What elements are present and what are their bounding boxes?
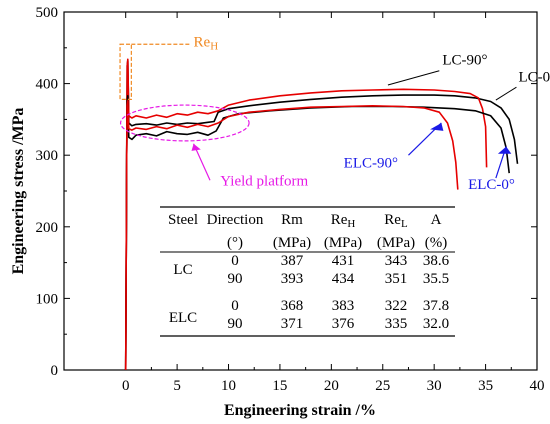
x-tick-label: 10 [221, 378, 236, 394]
table-cell-steel: LC [173, 262, 192, 278]
table-cell: 351 [385, 271, 408, 287]
table-cell: 335 [385, 316, 408, 332]
y-tick-label: 500 [36, 5, 59, 21]
table-cell: 90 [228, 316, 243, 332]
elc-90-label: ELC-90° [344, 155, 398, 171]
y-axis-label: Engineering stress /MPa [10, 108, 27, 275]
series-group [124, 58, 519, 371]
table-cell: 387 [281, 253, 304, 269]
table-header: A [431, 212, 442, 228]
table-cell: 343 [385, 253, 408, 269]
table-header-unit: (%) [425, 235, 448, 251]
reh-label: ReH [194, 34, 219, 52]
table-cell: 37.8 [423, 298, 449, 314]
table-header: ReH [331, 212, 356, 230]
table-cell-steel: ELC [169, 310, 197, 326]
table-header-unit: (°) [227, 235, 243, 251]
table-cell: 32.0 [423, 316, 449, 332]
lc-0-label: LC-0° [518, 69, 550, 85]
x-tick-label: 20 [324, 378, 339, 394]
table-cell: 0 [231, 298, 239, 314]
table-header: Steel [168, 212, 198, 228]
table-header-unit: (MPa) [377, 235, 415, 251]
y-tick-label: 300 [36, 148, 59, 164]
table-header-unit: (MPa) [273, 235, 311, 251]
table-header: ReL [384, 212, 408, 230]
table-cell: 35.5 [423, 271, 449, 287]
table-cell: 431 [332, 253, 355, 269]
table-cell: 371 [281, 316, 304, 332]
table-cell: 322 [385, 298, 408, 314]
table-cell: 434 [332, 271, 355, 287]
table-cell: 393 [281, 271, 304, 287]
lc-0-leader [495, 86, 517, 101]
table-cell: 368 [281, 298, 304, 314]
table-header: Direction [207, 212, 264, 228]
x-tick-label: 30 [427, 378, 442, 394]
table-cell: 38.6 [423, 253, 450, 269]
reh-callout-box [119, 43, 132, 100]
table-cell: 376 [332, 316, 355, 332]
x-tick-label: 35 [478, 378, 493, 394]
yield-platform-ellipse [119, 104, 250, 142]
x-axis-label: Engineering strain /% [224, 402, 376, 419]
annotations: ReH Yield platform LC-90° LC-0° ELC-90° ELC-0… [119, 34, 550, 193]
y-tick-label: 0 [51, 363, 59, 379]
table-cell: 383 [332, 298, 355, 314]
lc-90-label: LC-90° [442, 52, 487, 68]
lc-90-leader [387, 70, 440, 86]
table-cell: 90 [228, 271, 243, 287]
elc-90-arrowhead [430, 123, 444, 131]
elc-0-label: ELC-0° [468, 177, 515, 193]
x-tick-label: 5 [173, 378, 181, 394]
y-tick-label: 100 [36, 291, 59, 307]
property-table: Steel Direction (°) Rm (MPa) ReH (MPa) ReL (MPa)… [160, 206, 455, 337]
x-tick-label: 25 [375, 378, 390, 394]
x-tick-label: 0 [122, 378, 130, 394]
x-tick-label: 15 [272, 378, 287, 394]
table-cell: 0 [231, 253, 239, 269]
table-header-unit: (MPa) [324, 235, 362, 251]
series-elc-90 [124, 100, 459, 371]
yield-platform-arrowhead [191, 143, 201, 151]
yield-platform-label: Yield platform [220, 173, 308, 189]
y-tick-label: 200 [36, 220, 59, 236]
x-tick-label: 40 [530, 378, 545, 394]
table-header: Rm [281, 212, 303, 228]
y-tick-label: 400 [36, 77, 59, 93]
elc-0-arrowhead [497, 146, 512, 154]
